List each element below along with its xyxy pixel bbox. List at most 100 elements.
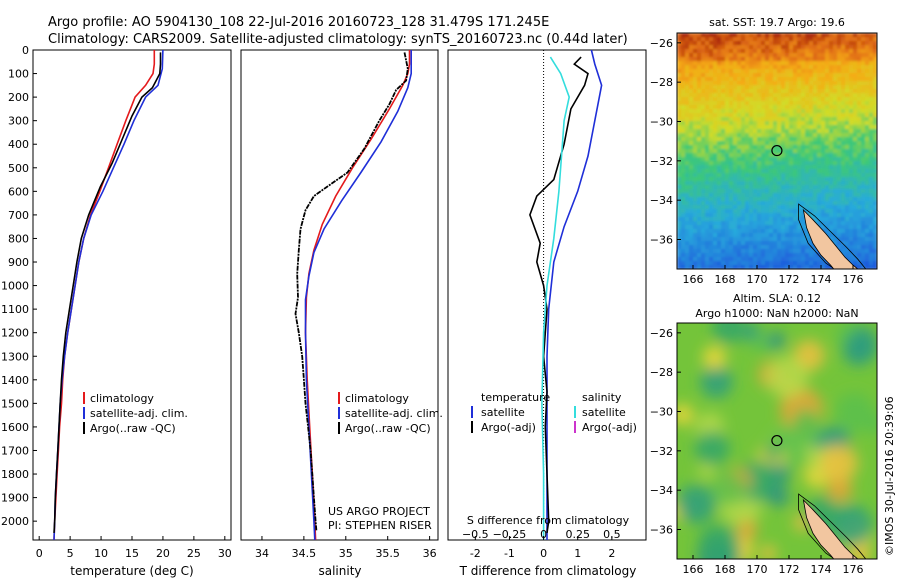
sst-cell xyxy=(869,153,874,158)
sst-cell xyxy=(841,205,846,210)
sst-cell xyxy=(729,197,734,202)
sst-cell xyxy=(805,49,810,54)
sst-cell xyxy=(813,217,818,222)
sla-blob xyxy=(759,545,777,559)
sst-cell xyxy=(853,229,858,234)
sst-cell xyxy=(713,217,718,222)
sst-cell xyxy=(745,261,750,266)
sst-cell xyxy=(705,37,710,42)
sst-cell xyxy=(857,129,862,134)
sst-cell xyxy=(729,213,734,218)
sst-cell xyxy=(789,45,794,50)
sst-cell xyxy=(781,105,786,110)
sst-cell xyxy=(765,225,770,230)
sst-cell xyxy=(809,81,814,86)
sst-cell xyxy=(725,165,730,170)
sst-cell xyxy=(821,113,826,118)
sst-cell xyxy=(705,41,710,46)
sst-cell xyxy=(857,169,862,174)
sst-cell xyxy=(849,169,854,174)
sst-cell xyxy=(689,177,694,182)
sst-cell xyxy=(777,161,782,166)
sst-cell xyxy=(833,137,838,142)
sst-cell xyxy=(733,229,738,234)
sst-cell xyxy=(693,153,698,158)
sst-cell xyxy=(789,265,794,269)
sst-cell xyxy=(809,149,814,154)
sst-cell xyxy=(825,101,830,106)
sst-cell xyxy=(745,173,750,178)
sst-cell xyxy=(785,125,790,130)
sst-cell xyxy=(857,45,862,50)
sst-cell xyxy=(697,149,702,154)
sst-cell xyxy=(781,149,786,154)
sst-cell xyxy=(869,265,874,269)
sst-cell xyxy=(749,105,754,110)
sst-cell xyxy=(849,137,854,142)
sst-cell xyxy=(837,105,842,110)
sst-cell xyxy=(737,125,742,130)
sst-cell xyxy=(697,73,702,78)
sst-cell xyxy=(677,177,682,182)
sst-cell xyxy=(805,153,810,158)
sst-cell xyxy=(841,133,846,138)
sst-cell xyxy=(805,45,810,50)
sst-cell xyxy=(869,121,874,126)
sst-cell xyxy=(853,57,858,62)
sst-cell xyxy=(841,169,846,174)
sst-cell xyxy=(845,185,850,190)
sst-cell xyxy=(717,69,722,74)
sst-cell xyxy=(685,141,690,146)
sst-cell xyxy=(833,157,838,162)
sst-cell xyxy=(821,197,826,202)
sst-cell xyxy=(701,117,706,122)
sst-cell xyxy=(757,81,762,86)
sst-cell xyxy=(697,181,702,186)
sst-cell xyxy=(713,121,718,126)
sst-cell xyxy=(821,193,826,198)
sst-cell xyxy=(701,77,706,82)
sst-cell xyxy=(841,157,846,162)
sst-cell xyxy=(709,133,714,138)
sst-cell xyxy=(701,141,706,146)
sst-cell xyxy=(689,221,694,226)
sst-cell xyxy=(845,177,850,182)
sst-cell xyxy=(817,105,822,110)
sst-cell xyxy=(693,233,698,238)
sst-cell xyxy=(741,225,746,230)
sst-cell xyxy=(813,169,818,174)
sst-cell xyxy=(821,89,826,94)
sst-cell xyxy=(869,249,874,254)
sst-cell xyxy=(765,149,770,154)
sst-cell xyxy=(685,105,690,110)
sst-cell xyxy=(717,73,722,78)
sst-cell xyxy=(833,61,838,66)
sst-cell xyxy=(773,133,778,138)
sst-cell xyxy=(769,73,774,78)
sst-cell xyxy=(777,193,782,198)
sst-cell xyxy=(765,113,770,118)
sst-cell xyxy=(757,185,762,190)
sst-cell xyxy=(773,213,778,218)
sst-cell xyxy=(725,241,730,246)
sst-cell xyxy=(805,181,810,186)
sst-cell xyxy=(769,213,774,218)
sst-cell xyxy=(757,45,762,50)
sst-cell xyxy=(817,181,822,186)
sst-cell xyxy=(737,129,742,134)
sst-cell xyxy=(853,169,858,174)
sst-cell xyxy=(857,81,862,86)
sst-cell xyxy=(797,81,802,86)
sst-cell xyxy=(725,173,730,178)
sst-cell xyxy=(689,229,694,234)
sst-cell xyxy=(753,149,758,154)
sst-cell xyxy=(693,41,698,46)
sst-cell xyxy=(713,53,718,58)
sst-cell xyxy=(849,173,854,178)
sst-cell xyxy=(721,125,726,130)
sst-cell xyxy=(761,185,766,190)
sst-cell xyxy=(809,101,814,106)
sst-cell xyxy=(825,181,830,186)
sst-cell xyxy=(677,205,682,210)
sst-cell xyxy=(829,85,834,90)
